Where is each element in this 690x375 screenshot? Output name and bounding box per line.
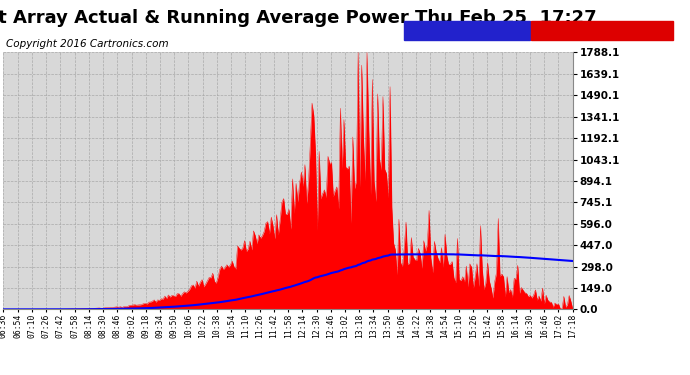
Text: Copyright 2016 Cartronics.com: Copyright 2016 Cartronics.com [6, 39, 168, 50]
Text: West Array Actual & Running Average Power Thu Feb 25  17:27: West Array Actual & Running Average Powe… [0, 9, 596, 27]
Text: West Array  (DC Watts): West Array (DC Watts) [534, 26, 661, 35]
Text: Average  (DC Watts): Average (DC Watts) [406, 26, 518, 35]
